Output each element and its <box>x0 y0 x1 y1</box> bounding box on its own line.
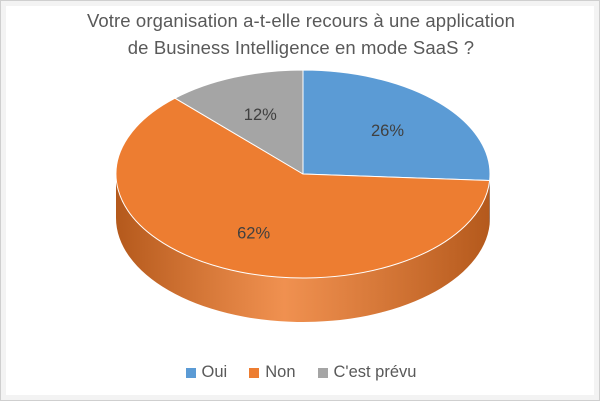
pie-label-oui: 26% <box>371 122 404 140</box>
chart-legend: Oui Non C'est prévu <box>1 363 600 382</box>
pie-label-non: 62% <box>237 224 270 242</box>
pie-slices <box>116 70 490 278</box>
legend-swatch-oui <box>186 368 196 378</box>
legend-label-oui: Oui <box>202 363 228 382</box>
legend-item-non: Non <box>249 363 295 382</box>
legend-label-prevu: C'est prévu <box>334 363 417 382</box>
legend-item-prevu: C'est prévu <box>318 363 417 382</box>
legend-swatch-prevu <box>318 368 328 378</box>
legend-item-oui: Oui <box>186 363 228 382</box>
legend-swatch-non <box>249 368 259 378</box>
pie-label-c-est-pr-vu: 12% <box>244 106 277 124</box>
legend-label-non: Non <box>265 363 295 382</box>
